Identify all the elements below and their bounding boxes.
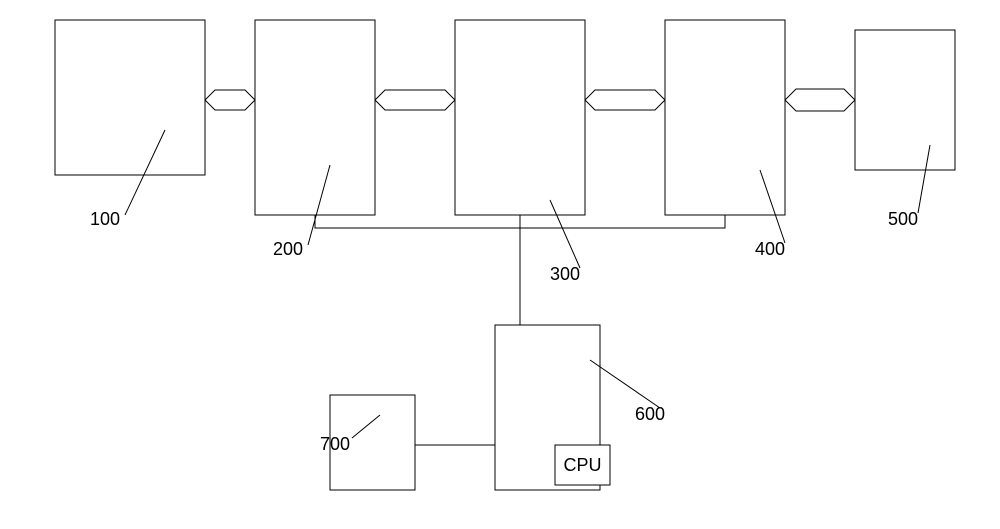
label-b400: 400	[755, 239, 785, 259]
block-b100	[55, 20, 205, 175]
label-b100: 100	[90, 209, 120, 229]
connector-2	[585, 90, 665, 110]
label-b500: 500	[888, 209, 918, 229]
label-b200: 200	[273, 239, 303, 259]
block-b300	[455, 20, 585, 215]
connector-1	[375, 90, 455, 110]
block-b500	[855, 30, 955, 170]
label-b700: 700	[320, 434, 350, 454]
block-b200	[255, 20, 375, 215]
connector-3	[785, 89, 855, 111]
block-b400	[665, 20, 785, 215]
connector-0	[205, 90, 255, 110]
block-diagram: CPU 100 200 300 400 500 600 700	[0, 0, 1000, 529]
wire-0	[315, 215, 520, 325]
label-b600: 600	[635, 404, 665, 424]
label-cpu: CPU	[563, 455, 601, 475]
label-b300: 300	[550, 264, 580, 284]
